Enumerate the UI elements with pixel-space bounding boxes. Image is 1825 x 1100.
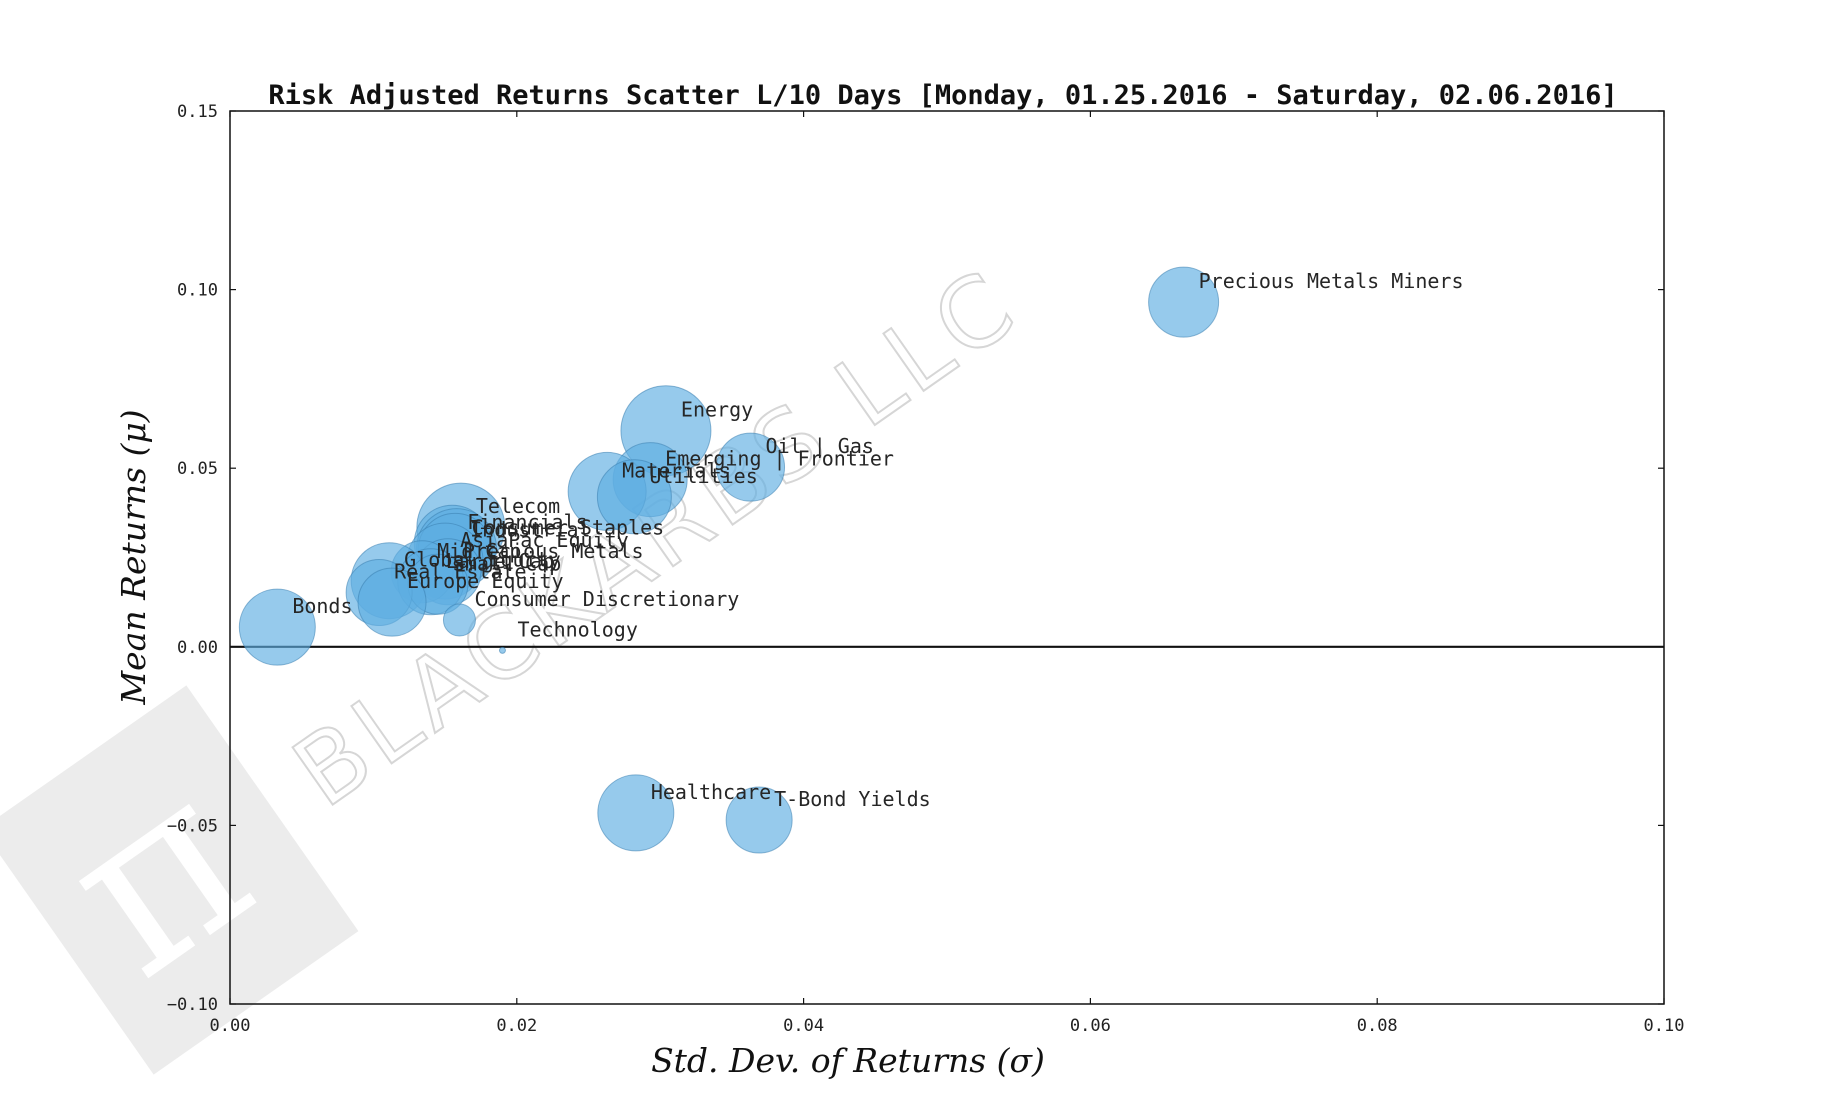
- data-point[interactable]: Utilities: [596, 459, 672, 535]
- data-point-label: AsiaPac Equity: [460, 528, 629, 552]
- data-point[interactable]: Healthcare: [597, 774, 675, 852]
- y-tick-label: 0.15: [177, 102, 218, 122]
- x-tick-label: 0.04: [783, 1016, 824, 1036]
- chart-title: Risk Adjusted Returns Scatter L/10 Days …: [268, 80, 1617, 111]
- plot-frame: [229, 110, 1665, 1005]
- labels-layer: Precious Metals Miners Energy Oil | GasEme…: [292, 269, 1463, 811]
- data-point-label: Utilities: [649, 464, 757, 488]
- points-layer: Precious Metals Miners Energy Oil | GasEme…: [238, 266, 1220, 854]
- x-tick-label: 0.00: [210, 1016, 251, 1036]
- data-point-label: Small Cap: [453, 551, 561, 575]
- data-point-label: Telecom: [476, 494, 560, 518]
- data-point-label: Real Estate: [394, 560, 526, 584]
- data-point[interactable]: Oil | Gas: [716, 432, 786, 502]
- data-point[interactable]: T-Bond Yields: [725, 786, 793, 854]
- data-point-label: Technology: [517, 617, 637, 641]
- x-tick-label: 0.08: [1357, 1016, 1398, 1036]
- ticks-layer: 0.00 0.02 0.04 0.06 0.08 0.10 −0.10 −0.05 0.00 0.…: [167, 102, 1685, 1036]
- data-point-label: Industrial: [470, 517, 590, 541]
- y-tick-label: 0.00: [177, 638, 218, 658]
- data-point-label: Healthcare: [651, 780, 771, 804]
- data-point[interactable]: Europe Equity: [357, 567, 427, 637]
- data-point-label: Global Equity: [404, 548, 561, 572]
- data-point-label: Bonds: [292, 594, 352, 618]
- watermark-logo-square: [0, 685, 359, 1075]
- data-point-label: Oil | Gas: [766, 434, 874, 458]
- y-axis-label: Mean Returns (μ): [114, 409, 153, 705]
- y-tick-label: 0.05: [177, 459, 218, 479]
- x-tick-label: 0.02: [496, 1016, 537, 1036]
- data-point[interactable]: Technology: [498, 646, 506, 654]
- x-axis-label: Std. Dev. of Returns (σ): [651, 1041, 1045, 1080]
- data-point-label: Precious Metals: [463, 539, 644, 563]
- data-point-label: Emerging | Frontier: [665, 447, 894, 471]
- data-point-label: Large Cap: [446, 549, 554, 573]
- data-point-label: Energy: [681, 398, 753, 422]
- x-tick-label: 0.06: [1070, 1016, 1111, 1036]
- y-tick-label: 0.10: [177, 281, 218, 301]
- data-point-label: Precious Metals Miners: [1199, 269, 1464, 293]
- data-point-label: Mid Cap: [437, 539, 521, 563]
- data-point[interactable]: Consumer Discretionary: [442, 603, 476, 637]
- data-point[interactable]: Precious Metals Miners: [1148, 266, 1220, 338]
- data-point-label: T-Bond Yields: [774, 787, 931, 811]
- data-point-label: Materials: [622, 458, 730, 482]
- watermark: π BLACKARBS LLC: [0, 246, 1039, 1075]
- data-point-label: Consumer Discretionary: [474, 587, 739, 611]
- data-point-label: Europe Equity: [407, 569, 564, 593]
- data-point[interactable]: Bonds: [238, 588, 316, 666]
- y-tick-label: −0.05: [167, 816, 218, 836]
- y-tick-label: −0.10: [167, 995, 218, 1015]
- x-tick-label: 0.10: [1644, 1016, 1685, 1036]
- data-point-label: Consumer Staples: [472, 516, 665, 540]
- data-point-label: Financials: [467, 510, 587, 534]
